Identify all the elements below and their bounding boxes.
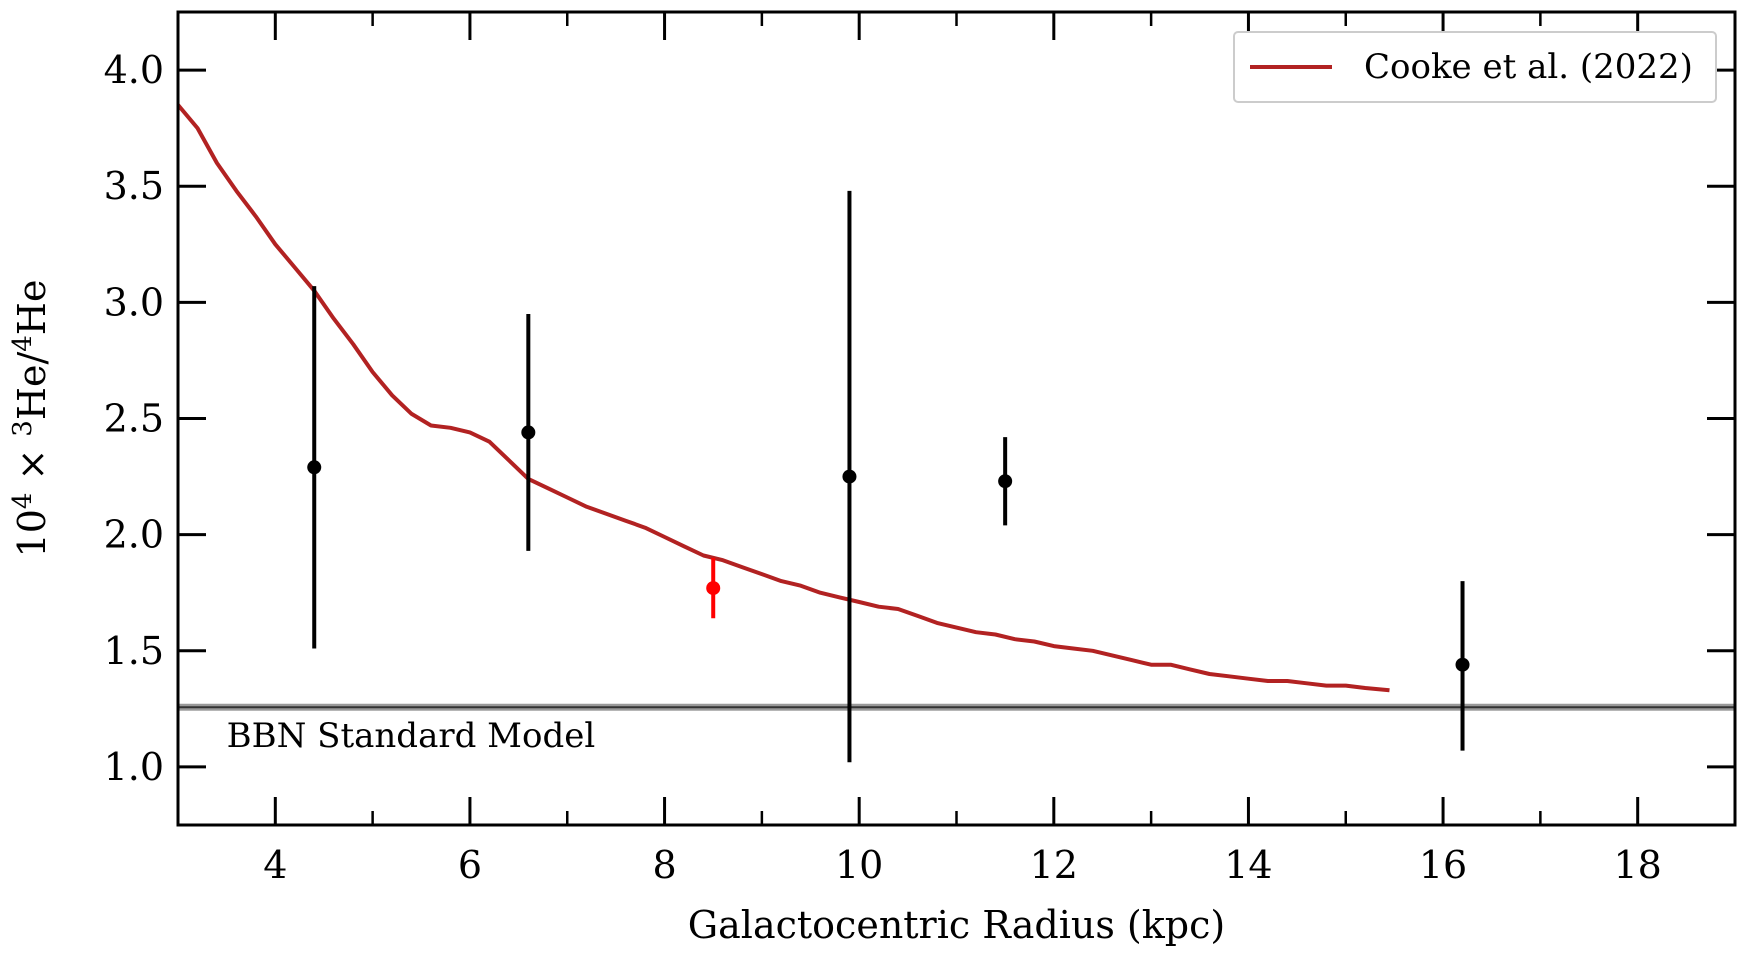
x-tick-label: 16	[1419, 843, 1467, 887]
bbn-band-group	[178, 703, 1735, 711]
y-title-num-exp: 3	[8, 420, 38, 437]
data-marker	[521, 425, 536, 440]
x-tick-label: 6	[458, 843, 482, 887]
plot-frame	[176, 10, 1737, 827]
data-marker	[1455, 657, 1470, 672]
y-title-num: He/	[10, 352, 54, 421]
x-tick-label: 4	[263, 843, 287, 887]
plot-content	[178, 103, 1735, 763]
legend-box	[1233, 31, 1717, 103]
data-point-2	[521, 313, 536, 551]
observations-group	[307, 190, 1470, 763]
legend: Cooke et al. (2022)	[1233, 31, 1717, 103]
bbn-band-label: BBN Standard Model	[227, 716, 596, 756]
data-point-1	[307, 286, 322, 649]
y-tick-label: 2.0	[104, 513, 164, 557]
y-title-prefix-exp: 4	[8, 493, 38, 510]
legend-label: Cooke et al. (2022)	[1364, 47, 1693, 87]
x-tick-label: 10	[835, 843, 883, 887]
y-title-den: He	[10, 280, 54, 336]
model-curve	[178, 103, 1390, 693]
x-axis-ticks: 4 6 8 10 12 14 16 18	[263, 12, 1662, 887]
data-point-3	[706, 557, 721, 619]
y-tick-label: 3.0	[104, 280, 164, 324]
x-tick-label: 18	[1614, 843, 1662, 887]
x-axis-title: Galactocentric Radius (kpc)	[688, 903, 1225, 947]
y-axis-title: 104×3He/4He	[8, 280, 54, 558]
y-tick-label: 2.5	[104, 397, 164, 441]
y-title-prefix: 10	[10, 509, 54, 557]
x-tick-label: 14	[1224, 843, 1272, 887]
y-tick-label: 3.5	[104, 164, 164, 208]
y-title-times: ×	[10, 449, 54, 481]
data-point-5	[998, 437, 1013, 526]
y-tick-label: 4.0	[104, 48, 164, 92]
y-title-den-exp: 4	[8, 335, 38, 352]
data-marker	[706, 581, 721, 596]
data-point-6	[1455, 581, 1470, 751]
data-marker	[998, 474, 1013, 489]
data-marker	[842, 469, 857, 484]
y-tick-label: 1.0	[104, 745, 164, 789]
y-tick-label: 1.5	[104, 629, 164, 673]
data-point-4	[842, 190, 857, 763]
y-axis-ticks: 1.0 1.5 2.0 2.5 3.0 3.5 4.0	[104, 48, 1735, 789]
data-marker	[307, 460, 322, 475]
x-tick-label: 8	[652, 843, 676, 887]
x-tick-label: 12	[1030, 843, 1078, 887]
